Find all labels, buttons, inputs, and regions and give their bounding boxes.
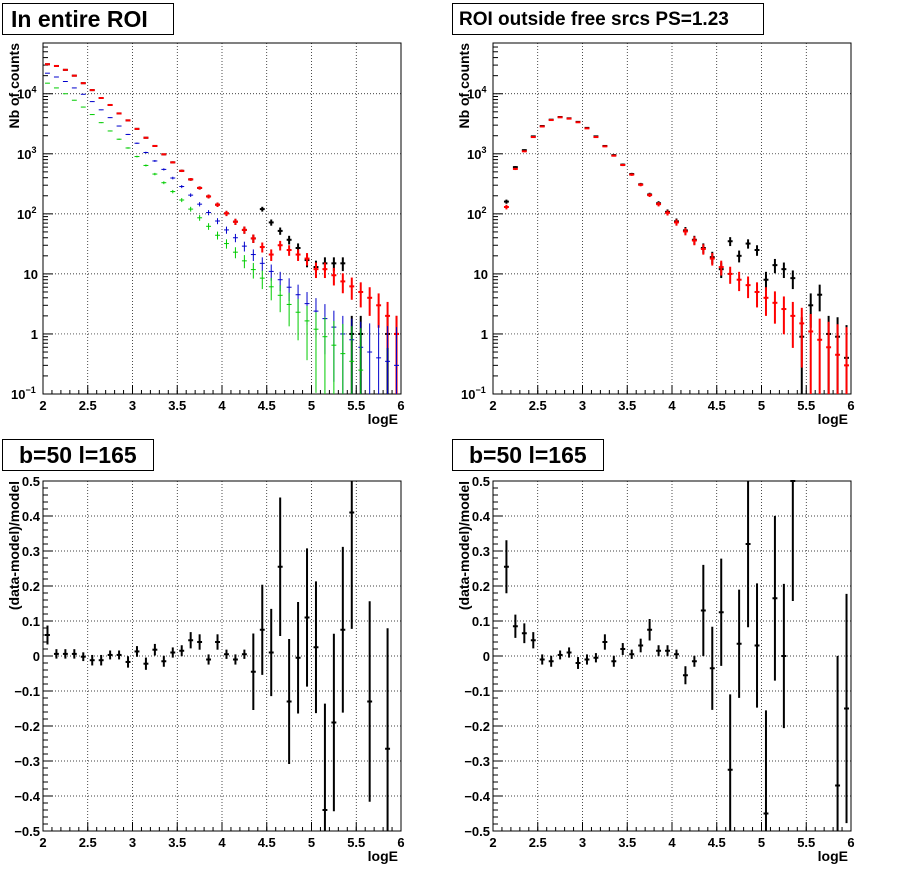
x-tick-label: 6 [397,835,404,850]
x-tick-label: 2.5 [79,398,97,413]
x-tick-label: 4 [218,398,226,413]
y-tick-label: 0.2 [22,579,40,594]
x-tick-label: 3.5 [618,835,636,850]
plot-frame [492,42,852,395]
x-tick-label: 2.5 [79,835,97,850]
y-tick-label: 0.1 [472,614,490,629]
y-tick-label: 102 [467,205,486,222]
x-tick-label: 5.5 [347,398,365,413]
x-axis-label: logE [818,411,848,427]
y-axis-label: Nb of counts [6,43,22,129]
y-tick-label: −0.1 [14,684,40,699]
x-tick-label: 2.5 [529,398,547,413]
y-tick-label: −0.4 [14,789,40,804]
y-tick-label: 0.3 [472,544,490,559]
y-tick-label: 104 [467,85,486,102]
x-tick-label: 4.5 [708,835,726,850]
x-tick-label: 4 [668,835,676,850]
y-tick-label: 102 [17,205,36,222]
y-tick-label: 1 [31,327,38,342]
x-tick-label: 6 [847,835,854,850]
y-tick-label: −0.3 [464,754,490,769]
y-tick-label: 104 [17,85,36,102]
x-tick-label: 5.5 [797,398,815,413]
y-tick-label: 0 [483,649,490,664]
y-tick-label: 0.3 [22,544,40,559]
panel-title-bottom-left: b=50 l=165 [2,439,154,471]
x-tick-label: 3.5 [618,398,636,413]
x-tick-label: 5 [308,835,315,850]
x-tick-label: 3.5 [168,398,186,413]
x-axis-label: logE [818,848,848,864]
y-tick-label: 0.5 [22,474,40,489]
x-tick-label: 2 [489,835,496,850]
y-tick-label: −0.4 [464,789,490,804]
x-tick-label: 3 [579,398,586,413]
panel-title-top-left: In entire ROI [2,3,174,35]
y-tick-label: 0.1 [22,614,40,629]
x-tick-label: 5.5 [797,835,815,850]
x-tick-label: 5.5 [347,835,365,850]
x-tick-label: 3 [129,398,136,413]
x-tick-label: 5 [758,835,765,850]
x-tick-label: 3 [129,835,136,850]
y-tick-label: 0.4 [22,509,41,524]
y-tick-label: −0.1 [464,684,490,699]
y-tick-label: −0.2 [14,719,40,734]
x-tick-label: 4.5 [258,398,276,413]
y-tick-label: 103 [17,145,36,162]
x-tick-label: 4.5 [708,398,726,413]
y-tick-label: −0.5 [464,824,490,839]
x-tick-label: 3 [579,835,586,850]
x-tick-label: 3.5 [168,835,186,850]
x-tick-label: 4 [668,398,676,413]
y-tick-label: 0 [33,649,40,664]
panel-title-bottom-right: b=50 l=165 [452,439,604,471]
x-tick-label: 4.5 [258,835,276,850]
x-axis-label: logE [368,848,398,864]
y-tick-label: 10−1 [11,385,36,402]
y-axis-label: (data-model)/model [456,481,472,610]
y-axis-label: Nb of counts [456,43,472,129]
y-tick-label: 0.5 [472,474,490,489]
y-tick-label: 10 [474,267,488,282]
y-tick-label: 1 [481,327,488,342]
y-tick-label: 0.2 [472,579,490,594]
y-tick-label: 0.4 [472,509,491,524]
x-tick-label: 2.5 [529,835,547,850]
y-tick-label: −0.2 [464,719,490,734]
y-axis-label: (data-model)/model [6,481,22,610]
y-tick-label: 10−1 [461,385,486,402]
plot-frame [42,42,402,395]
x-tick-label: 2 [489,398,496,413]
y-tick-label: −0.3 [14,754,40,769]
y-tick-label: 103 [467,145,486,162]
x-tick-label: 6 [847,398,854,413]
y-tick-label: −0.5 [14,824,40,839]
x-tick-label: 4 [218,835,226,850]
x-tick-label: 2 [39,398,46,413]
x-axis-label: logE [368,411,398,427]
x-tick-label: 5 [758,398,765,413]
y-tick-label: 10 [24,267,38,282]
x-tick-label: 2 [39,835,46,850]
panel-title-top-right: ROI outside free srcs PS=1.23 [452,3,764,35]
x-tick-label: 5 [308,398,315,413]
x-tick-label: 6 [397,398,404,413]
